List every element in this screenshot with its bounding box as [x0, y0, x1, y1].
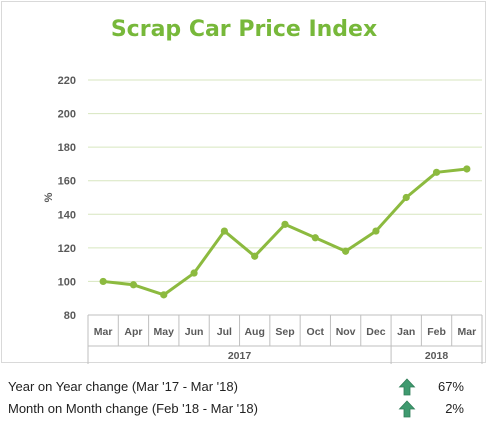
x-tick-label: Jan	[397, 326, 415, 338]
yoy-change-label: Year on Year change (Mar '17 - Mar '18)	[8, 379, 238, 394]
y-tick-label: 220	[58, 75, 76, 87]
y-tick-label: 180	[58, 142, 76, 154]
mom-change-label: Month on Month change (Feb '18 - Mar '18…	[8, 401, 258, 416]
chart-title: Scrap Car Price Index	[111, 17, 377, 42]
series-line	[101, 167, 469, 297]
x-tick-label: Aug	[244, 326, 264, 338]
y-tick-label: 80	[64, 310, 76, 322]
data-point	[432, 168, 441, 176]
yoy-change-row: Year on Year change (Mar '17 - Mar '18) …	[8, 376, 488, 398]
x-tick-label: Mar	[94, 326, 113, 338]
data-point	[160, 291, 168, 299]
data-point	[251, 252, 259, 260]
line-chart: Scrap Car Price Index 80 100 120 140 160 180 20…	[43, 17, 483, 364]
up-arrow-icon	[398, 400, 416, 418]
x-tick-label: Oct	[307, 326, 325, 338]
data-point	[281, 220, 289, 228]
data-point	[463, 165, 471, 173]
data-point	[311, 234, 319, 242]
mom-change-value: 2%	[445, 401, 464, 416]
data-point	[129, 281, 138, 289]
x-tick-label: May	[154, 326, 175, 338]
data-point	[372, 227, 380, 235]
chart-frame: Scrap Car Price Index 80 100 120 140 160 180 20…	[1, 1, 486, 364]
x-tick-label: Apr	[124, 326, 142, 338]
x-tick-label: Sep	[275, 326, 294, 338]
x-tick-label: Dec	[366, 326, 385, 338]
data-point	[402, 193, 410, 202]
mom-change-row: Month on Month change (Feb '18 - Mar '18…	[8, 398, 488, 420]
y-tick-label: 140	[58, 209, 76, 221]
x-group-label: 2017	[228, 350, 252, 362]
y-axis-label: %	[43, 192, 55, 202]
x-group-label: 2018	[425, 350, 449, 362]
up-arrow-icon	[398, 378, 416, 396]
x-tick-label: Feb	[427, 326, 446, 338]
data-point	[190, 269, 198, 277]
yoy-change-value: 67%	[437, 379, 464, 394]
data-point	[342, 247, 350, 255]
y-tick-label: 200	[58, 109, 76, 121]
data-point	[99, 277, 107, 286]
y-tick-label: 120	[58, 243, 76, 255]
y-tick-label: 100	[58, 276, 76, 288]
x-tick-label: Nov	[336, 326, 356, 338]
y-tick-label: 160	[58, 176, 76, 188]
x-tick-label: Mar	[458, 326, 477, 338]
x-tick-label: Jul	[217, 326, 232, 338]
x-tick-label: Jun	[185, 326, 204, 338]
data-point	[220, 227, 228, 235]
